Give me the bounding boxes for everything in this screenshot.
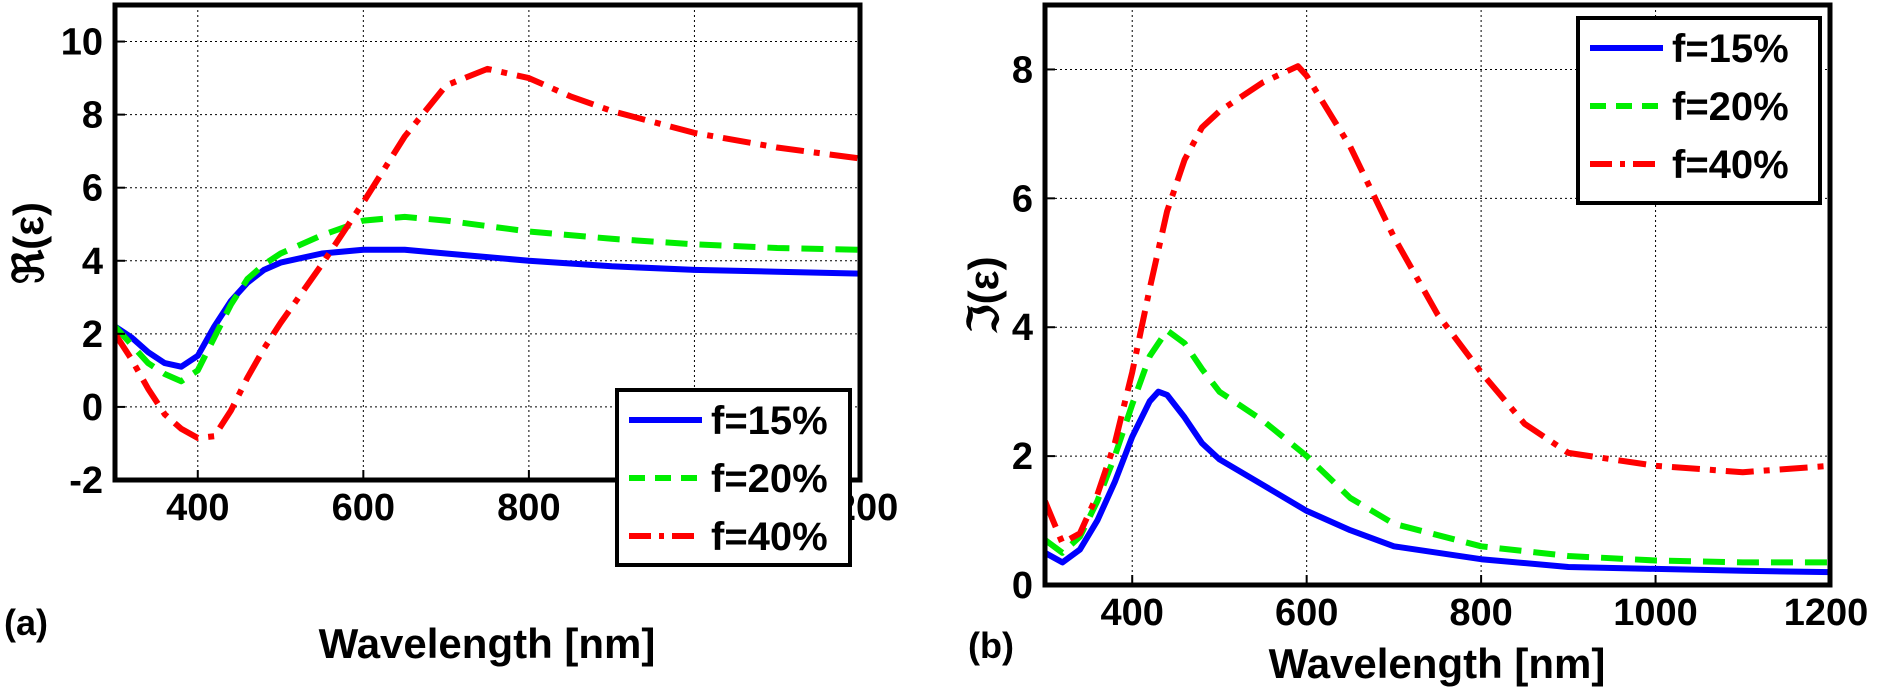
y-tick-label: 10 [61, 22, 103, 64]
x-tick-label: 400 [1101, 592, 1164, 634]
y-tick-label: 6 [82, 168, 103, 210]
y-tick-label: 8 [1012, 49, 1033, 91]
panel-label: (b) [968, 625, 1014, 666]
series-line-f-40- [115, 65, 860, 441]
y-tick-label: 4 [82, 241, 103, 283]
legend-entry-label: f=15% [711, 399, 828, 443]
y-tick-label: 0 [1012, 565, 1033, 607]
x-tick-label: 1200 [1784, 592, 1869, 634]
x-tick-label: 1000 [1613, 592, 1698, 634]
legend-entry-label: f=40% [1672, 143, 1789, 187]
x-axis-label: Wavelength [nm] [319, 620, 656, 667]
chart-panel-b: 400 600 800 1000 1200 0 2 4 6 8 Wavelength [nm] ℑ(ε… [960, 2, 1869, 687]
y-tick-label: 0 [82, 387, 103, 429]
series-line-f-40- [1045, 63, 1830, 547]
legend-entry-label: f=40% [711, 515, 828, 559]
y-axis-label: ℑ(ε) [960, 256, 1007, 333]
y-axis-label: ℜ(ε) [5, 202, 52, 284]
y-tick-label: 6 [1012, 178, 1033, 220]
legend-entry-label: f=15% [1672, 27, 1789, 71]
y-tick-label: 2 [1012, 436, 1033, 478]
legend-entry-label: f=20% [711, 457, 828, 501]
series-group [115, 65, 860, 441]
series-line-f-20- [115, 213, 860, 385]
series-line-f-15- [1045, 388, 1830, 576]
series-group [1045, 63, 1830, 576]
x-tick-label: 600 [1275, 592, 1338, 634]
x-axis-label: Wavelength [nm] [1269, 640, 1606, 687]
axes-frame [112, 2, 863, 483]
legend-entry-label: f=20% [1672, 85, 1789, 129]
x-tick-label: 600 [332, 487, 395, 529]
y-tick-label: 4 [1012, 307, 1033, 349]
panel-label: (a) [4, 602, 48, 643]
series-line-f-15- [115, 246, 860, 370]
x-tick-label: 400 [166, 487, 229, 529]
y-tick-label: 8 [82, 95, 103, 137]
y-tick-label: 2 [82, 314, 103, 356]
x-tick-label: 800 [1449, 592, 1512, 634]
y-tick-label: -2 [69, 460, 103, 502]
series-line-f-20- [1045, 327, 1830, 566]
x-tick-label: 800 [497, 487, 560, 529]
axes-frame [1042, 2, 1833, 588]
